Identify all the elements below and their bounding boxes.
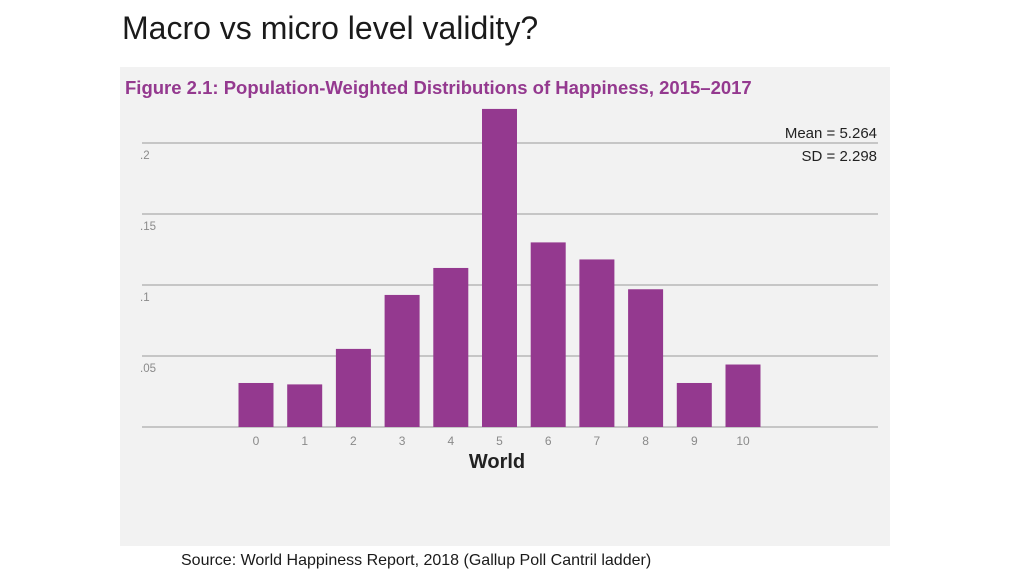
bar-2	[335, 348, 371, 427]
x-tick-label: 7	[594, 434, 601, 448]
x-tick-label: 1	[301, 434, 308, 448]
bar-7	[579, 259, 615, 427]
y-tick-label: .15	[140, 221, 156, 233]
bar-8	[628, 289, 664, 427]
source-note: Source: World Happiness Report, 2018 (Ga…	[181, 552, 652, 569]
bar-1	[287, 384, 323, 427]
x-tick-label: 10	[736, 434, 750, 448]
x-tick-label: 2	[350, 434, 357, 448]
bar-0	[238, 382, 274, 427]
x-tick-label: 0	[253, 434, 260, 448]
mean-annotation: Mean = 5.264	[785, 125, 877, 142]
x-tick-label: 4	[447, 434, 454, 448]
bar-4	[433, 267, 469, 427]
figure-panel: Figure 2.1: Population-Weighted Distribu…	[120, 67, 890, 546]
happiness-distribution-chart: Figure 2.1: Population-Weighted Distribu…	[125, 77, 878, 473]
sd-annotation: SD = 2.298	[802, 148, 877, 165]
y-tick-label: .05	[140, 363, 156, 375]
slide-title: Macro vs micro level validity?	[122, 10, 539, 46]
bar-3	[384, 294, 420, 427]
x-axis-label: World	[469, 451, 525, 473]
chart-title: Figure 2.1: Population-Weighted Distribu…	[125, 77, 752, 98]
bar-6	[530, 242, 566, 427]
x-tick-label: 3	[399, 434, 406, 448]
bar-5	[482, 108, 517, 428]
x-tick-label: 5	[496, 434, 503, 448]
x-tick-label: 9	[691, 434, 698, 448]
bar-9	[676, 382, 712, 427]
x-tick-label: 6	[545, 434, 552, 448]
x-tick-label: 8	[642, 434, 649, 448]
bar-10	[725, 364, 761, 427]
y-tick-label: .1	[140, 292, 150, 304]
y-tick-label: .2	[140, 150, 150, 162]
